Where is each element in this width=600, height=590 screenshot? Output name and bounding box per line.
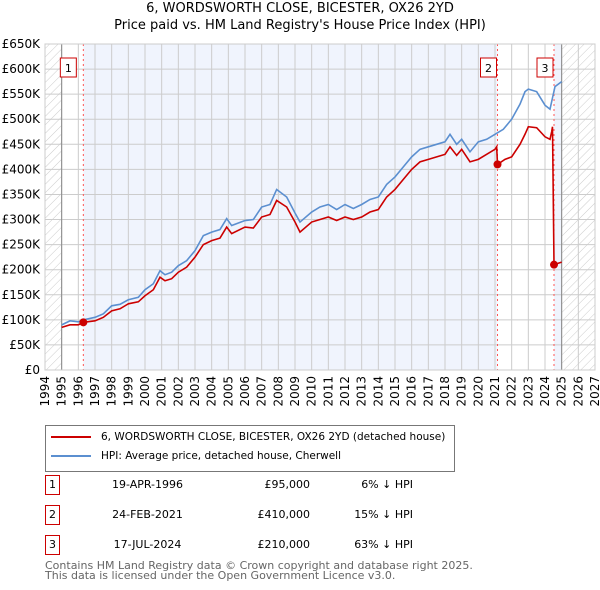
y-tick-label: £650K [2,37,42,51]
x-tick-label: 2021 [488,376,502,407]
x-tick-label: 2004 [205,376,219,407]
legend: 6, WORDSWORTH CLOSE, BICESTER, OX26 2YD … [45,425,455,472]
y-tick-label: £600K [2,62,42,76]
x-tick-label: 2011 [321,376,335,407]
sale-label: 1 [65,62,72,75]
transaction-hpi-diff: 15% ↓ HPI [354,508,413,521]
x-tick-label: 2025 [555,376,569,407]
x-tick-label: 1997 [88,376,102,407]
sale-label-box [480,57,497,78]
chart-title: 6, WORDSWORTH CLOSE, BICESTER, OX26 2YD [146,1,454,16]
transaction-price: £95,000 [264,478,311,491]
transaction-price: £410,000 [257,508,311,521]
transaction-hpi-diff: 63% ↓ HPI [354,538,413,551]
sale-label: 3 [542,62,549,75]
ownership-shade-3 [554,44,562,370]
x-tick-label: 2023 [521,376,535,407]
y-tick-label: £550K [2,87,42,101]
x-tick-label: 2013 [355,376,369,407]
x-tick-label: 1994 [38,376,52,407]
x-tick-label: 1999 [121,376,135,407]
legend-swatch-blue [51,455,91,457]
transaction-price: £210,000 [257,538,311,551]
y-tick-label: £450K [2,137,42,151]
transaction-row: 3 17-JUL-2024 £210,000 63% ↓ HPI [45,535,445,555]
legend-item-property: 6, WORDSWORTH CLOSE, BICESTER, OX26 2YD … [51,429,445,445]
x-tick-label: 2006 [238,376,252,407]
transaction-number-badge: 3 [45,535,60,555]
x-tick-label: 2026 [571,376,585,407]
y-tick-label: £0 [25,363,40,377]
x-tick-label: 2003 [188,376,202,407]
x-tick-label: 1996 [71,376,85,407]
y-tick-label: £250K [2,238,42,252]
y-tick-label: £150K [2,288,42,302]
x-tick-label: 2001 [155,376,169,407]
legend-item-hpi: HPI: Average price, detached house, Cher… [51,448,341,464]
x-tick-label: 1995 [55,376,69,407]
x-tick-label: 2005 [221,376,235,407]
no-data-hatch-left [45,44,62,370]
sale-point [550,260,558,269]
transaction-date: 24-FEB-2021 [112,508,183,521]
x-tick-label: 2014 [371,376,385,407]
sale-point [493,160,502,169]
property-price-line [61,125,562,329]
sale-point [79,318,88,327]
transaction-date: 19-APR-1996 [111,478,184,491]
plot-border [44,43,596,371]
transaction-row: 1 19-APR-1996 £95,000 6% ↓ HPI [45,475,445,495]
y-tick-label: £200K [2,263,42,277]
x-tick-label: 2012 [338,376,352,407]
y-tick-label: £300K [2,213,42,227]
transaction-number-badge: 2 [45,505,60,525]
transaction-hpi-diff: 6% ↓ HPI [361,478,413,491]
transaction-number-badge: 1 [45,475,60,495]
x-tick-label: 2027 [588,376,600,407]
x-tick-label: 2002 [171,376,185,407]
y-tick-label: £350K [2,187,42,201]
x-tick-label: 2015 [388,376,402,407]
sale-label: 2 [485,62,492,75]
x-tick-label: 2019 [455,376,469,407]
y-tick-label: £400K [2,162,42,176]
legend-label: 6, WORDSWORTH CLOSE, BICESTER, OX26 2YD … [101,431,446,443]
x-tick-label: 2017 [421,376,435,407]
y-tick-label: £500K [2,112,42,126]
x-tick-label: 2024 [538,376,552,407]
x-tick-label: 2000 [138,376,152,407]
sale-label-box [59,57,77,78]
x-tick-label: 2008 [271,376,285,407]
hpi-line [61,80,563,326]
x-tick-label: 2020 [471,376,485,407]
sale-label-box [536,57,554,78]
x-tick-label: 2018 [438,376,452,407]
price-chart: 1994 1995 1996 1997 1998 1999 2000 2001 2002 2003… [2,37,600,407]
footer-line-2: This data is licensed under the Open Gov… [45,569,396,582]
footer: Contains HM Land Registry data © Crown c… [45,559,473,582]
y-tick-label: £100K [2,313,42,327]
footer-line-1: Contains HM Land Registry data © Crown c… [45,559,473,572]
x-tick-label: 2010 [305,376,319,407]
legend-swatch-red [51,436,91,438]
x-tick-label: 2009 [288,376,302,407]
y-tick-label: £50K [9,338,41,352]
x-tick-label: 2022 [505,376,519,407]
x-tick-label: 2016 [405,376,419,407]
chart-subtitle: Price paid vs. HM Land Registry's House … [114,18,486,33]
legend-label: HPI: Average price, detached house, Cher… [101,450,342,462]
x-tick-label: 1998 [105,376,119,407]
transaction-row: 2 24-FEB-2021 £410,000 15% ↓ HPI [45,505,445,525]
transaction-date: 17-JUL-2024 [113,538,182,551]
x-tick-label: 2007 [255,376,269,407]
